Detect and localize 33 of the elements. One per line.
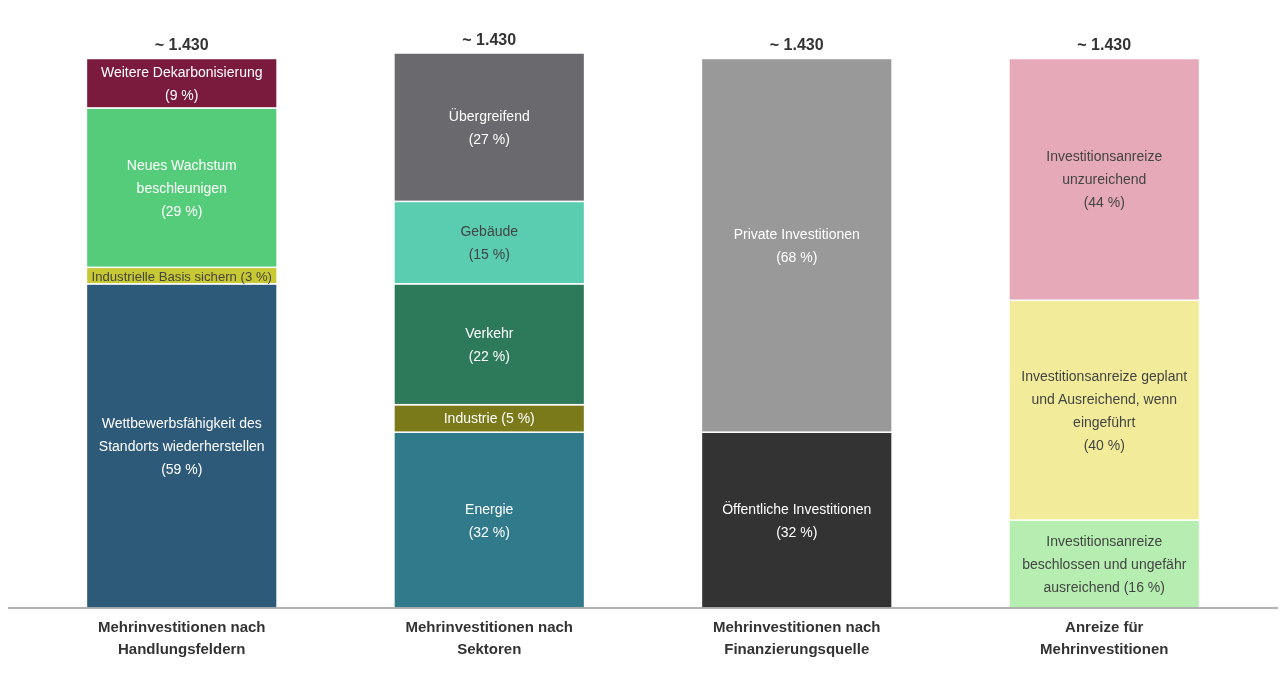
series-label: Gebäude — [460, 223, 519, 240]
series-label: Energie — [465, 500, 514, 517]
series-label: Neues Wachstum beschleunigen — [126, 156, 237, 196]
data-label: (44 %) — [1083, 194, 1125, 211]
series-label: Wettbewerbsfähigkeit des Standorts wiederherstellen — [98, 414, 265, 454]
data-label: (15 %) — [468, 246, 510, 263]
data-label: (32 %) — [468, 523, 510, 540]
data-label: (29 %) — [161, 202, 203, 219]
data-label: (9 %) — [165, 86, 199, 103]
annotation: ~ 1.430 — [1077, 36, 1132, 54]
data-label: (68 %) — [776, 248, 818, 265]
text: Investitionsanreize beschlossen und ungefähr ausreichend (16 %) — [1022, 533, 1187, 596]
data-label: (32 %) — [776, 523, 818, 540]
series-label: Weitere Dekarbonisierung — [100, 63, 263, 80]
text: Industrie (5 %) — [443, 410, 535, 427]
data-label: (27 %) — [468, 130, 510, 147]
data-label: (40 %) — [1083, 436, 1125, 453]
series-label: Investitionsanreize unzureichend — [1046, 148, 1163, 188]
annotation: ~ 1.430 — [769, 36, 824, 54]
series-label: Verkehr — [465, 324, 514, 341]
text: Industrielle Basis sichern (3 %) — [91, 268, 272, 284]
series-label: Investitionsanreize geplant und Ausreichend, wenn eingeführt — [1021, 367, 1188, 430]
x-tick-label: Mehrinvestitionen nach Handlungsfeldern — [97, 618, 266, 657]
x-tick-label: Mehrinvestitionen nach Finanzierungsquelle — [712, 618, 881, 657]
series-label: Öffentliche Investitionen — [722, 499, 872, 517]
series-label: Private Investitionen — [733, 225, 860, 242]
x-tick-label: Anreize für Mehrinvestitionen — [1040, 618, 1169, 657]
data-label: (22 %) — [468, 347, 510, 364]
series-label: Übergreifend — [448, 106, 530, 124]
x-tick-label: Mehrinvestitionen nach Sektoren — [405, 618, 574, 657]
annotation: ~ 1.430 — [154, 36, 209, 54]
annotation: ~ 1.430 — [462, 31, 517, 48]
data-label: (59 %) — [161, 460, 203, 477]
